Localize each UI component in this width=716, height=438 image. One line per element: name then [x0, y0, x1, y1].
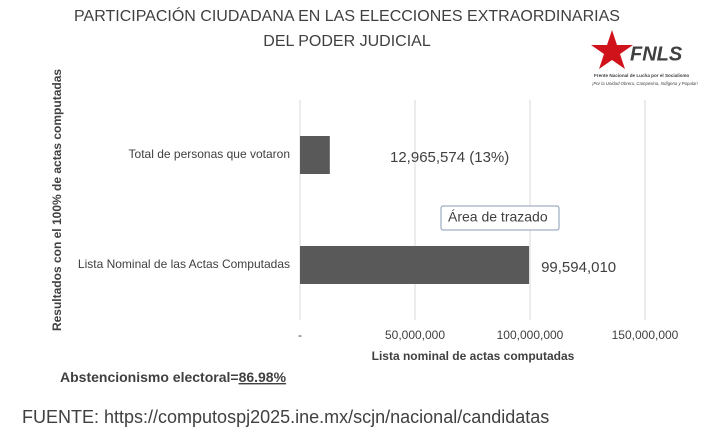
- annotation-highlight: 86.98%: [239, 369, 287, 385]
- logo-star: [591, 30, 633, 69]
- logo-name: FNLS: [630, 43, 683, 65]
- value-label: 12,965,574 (13%): [390, 149, 509, 166]
- annotation-text: Abstencionismo electoral=: [60, 369, 239, 385]
- chart-title: PARTICIPACIÓN CIUDADANA EN LAS ELECCIONE…: [74, 6, 620, 25]
- x-tick-label: 100,000,000: [497, 328, 564, 342]
- tooltip: Área de trazado: [448, 209, 548, 225]
- logo-org: Frente Nacional de Lucha por el Socialis…: [594, 73, 689, 78]
- chart-title: DEL PODER JUDICIAL: [263, 33, 431, 50]
- y-tick-label: Total de personas que votaron: [129, 147, 290, 161]
- y-tick-label: Lista Nominal de las Actas Computadas: [78, 257, 290, 271]
- x-tick-label: 50,000,000: [385, 328, 445, 342]
- bar: [300, 136, 330, 174]
- logo: FNLS Frente Nacional de Lucha por el Soc…: [591, 30, 699, 86]
- x-tick-label: 150,000,000: [612, 328, 679, 342]
- bar: [300, 246, 530, 284]
- y-axis-label: Resultados con el 100% de actas computad…: [50, 69, 64, 331]
- x-tick-label: -: [298, 328, 302, 342]
- x-axis-label: Lista nominal de actas computadas: [372, 349, 575, 363]
- annotation: Abstencionismo electoral=86.98%: [60, 369, 287, 385]
- logo-motto: ¡Por la Unidad Obrera, Campesina, Indíge…: [592, 81, 699, 86]
- tooltip-box: [440, 205, 560, 231]
- source: FUENTE: https://computospj2025.ine.mx/sc…: [22, 407, 549, 427]
- value-label: 99,594,010: [541, 259, 616, 276]
